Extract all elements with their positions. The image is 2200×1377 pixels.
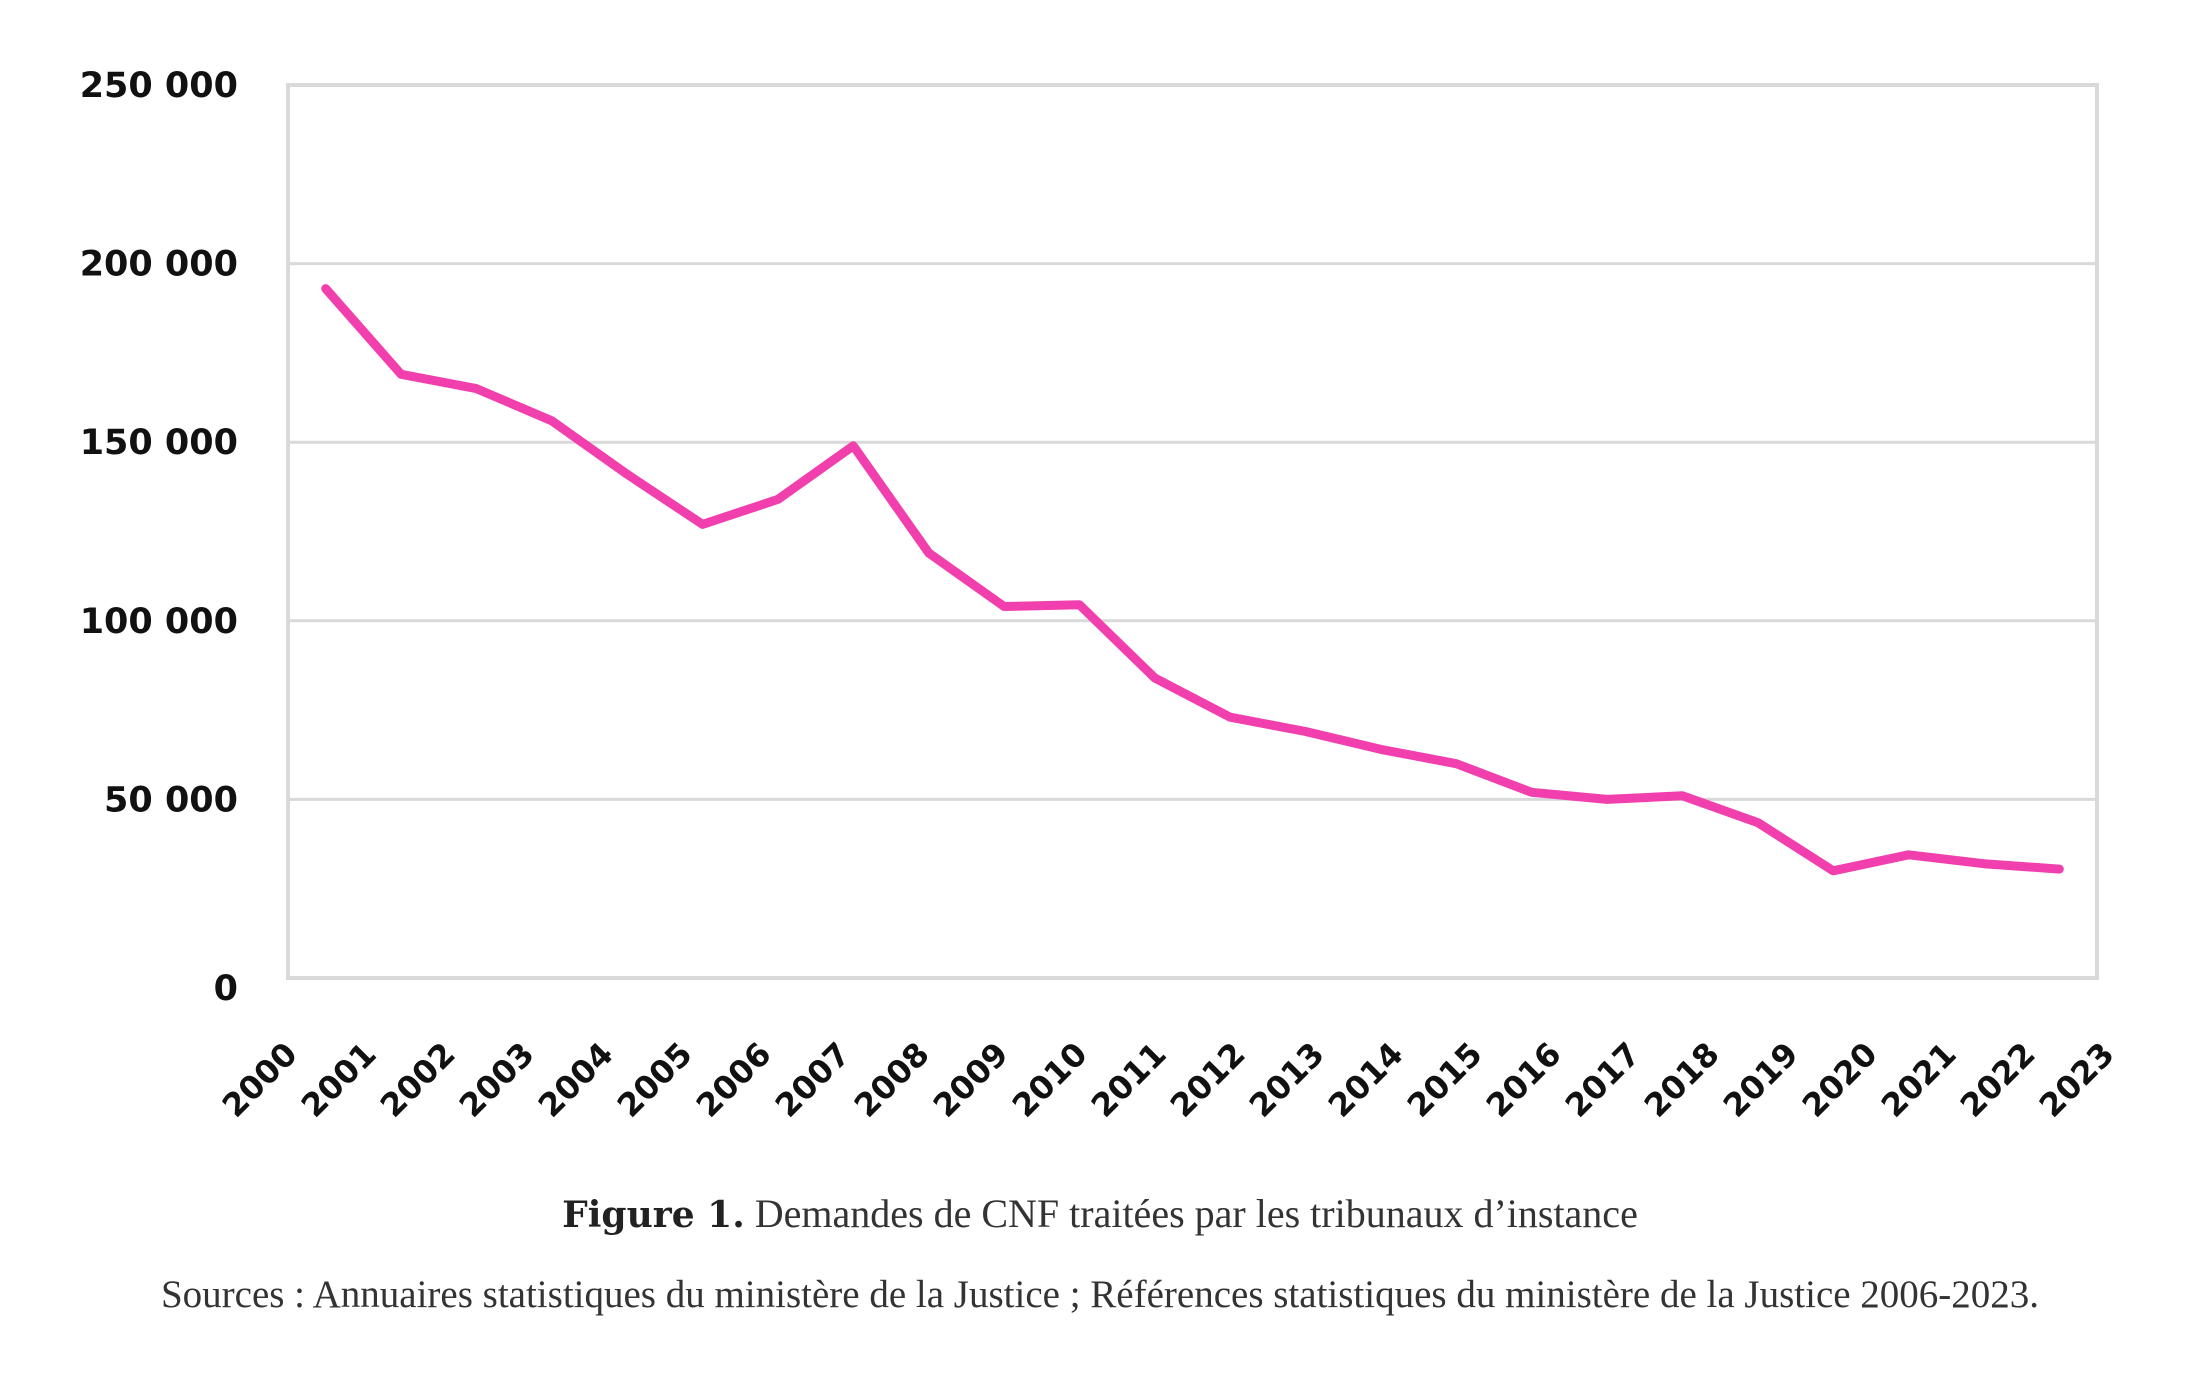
x-tick-label: 2017	[1558, 1035, 1648, 1125]
series-line	[321, 284, 2064, 876]
x-tick-label: 2009	[926, 1035, 1016, 1125]
x-tick-label: 2000	[215, 1035, 305, 1125]
x-tick-label: 2007	[768, 1035, 858, 1125]
y-tick-label: 150 000	[80, 423, 238, 463]
x-tick-label: 2002	[373, 1035, 463, 1125]
x-tick-label: 2001	[294, 1035, 384, 1125]
figure-caption-text: Demandes de CNF traitées par les tribuna…	[754, 1191, 1638, 1236]
x-tick-label: 2006	[689, 1035, 779, 1125]
x-tick-label: 2008	[847, 1035, 937, 1125]
y-axis-tick-labels: 0 50 000 100 000 150 000 200 000 250 000	[80, 66, 238, 1009]
x-tick-label: 2016	[1479, 1035, 1569, 1125]
x-tick-label: 2005	[610, 1035, 700, 1125]
y-tick-label: 50 000	[104, 780, 238, 820]
x-tick-label: 2023	[2032, 1035, 2122, 1125]
x-tick-label: 2011	[1084, 1035, 1174, 1125]
x-tick-label: 2013	[1242, 1035, 1332, 1125]
data-points	[325, 288, 2060, 871]
x-tick-label: 2020	[1795, 1035, 1885, 1125]
x-tick-label: 2022	[1953, 1035, 2043, 1125]
y-tick-label: 250 000	[80, 66, 238, 106]
x-tick-label: 2003	[452, 1035, 542, 1125]
figure-label: Figure 1.	[562, 1194, 745, 1236]
y-tick-label: 0	[214, 969, 238, 1009]
x-tick-label: 2019	[1716, 1035, 1806, 1125]
x-tick-label: 2004	[531, 1035, 621, 1125]
y-tick-label: 100 000	[80, 602, 238, 642]
x-tick-label: 2012	[1163, 1035, 1253, 1125]
x-tick-label: 2015	[1400, 1035, 1490, 1125]
x-tick-label: 2018	[1637, 1035, 1727, 1125]
line-chart: 0 50 000 100 000 150 000 200 000 250 000 2000…	[80, 66, 2122, 1125]
x-axis-tick-labels: 2000200120022003200420052006200720082009…	[215, 1035, 2122, 1125]
y-tick-label: 200 000	[80, 245, 238, 285]
x-tick-label: 2010	[1005, 1035, 1095, 1125]
sources-note: Sources : Annuaires statistiques du mini…	[160, 1273, 2040, 1316]
x-tick-label: 2014	[1321, 1035, 1411, 1125]
gridlines	[288, 262, 2097, 801]
figure-caption: Figure 1. Demandes de CNF traitées par l…	[0, 1190, 2200, 1237]
x-tick-label: 2021	[1874, 1035, 1964, 1125]
plot-frame	[286, 83, 2099, 980]
